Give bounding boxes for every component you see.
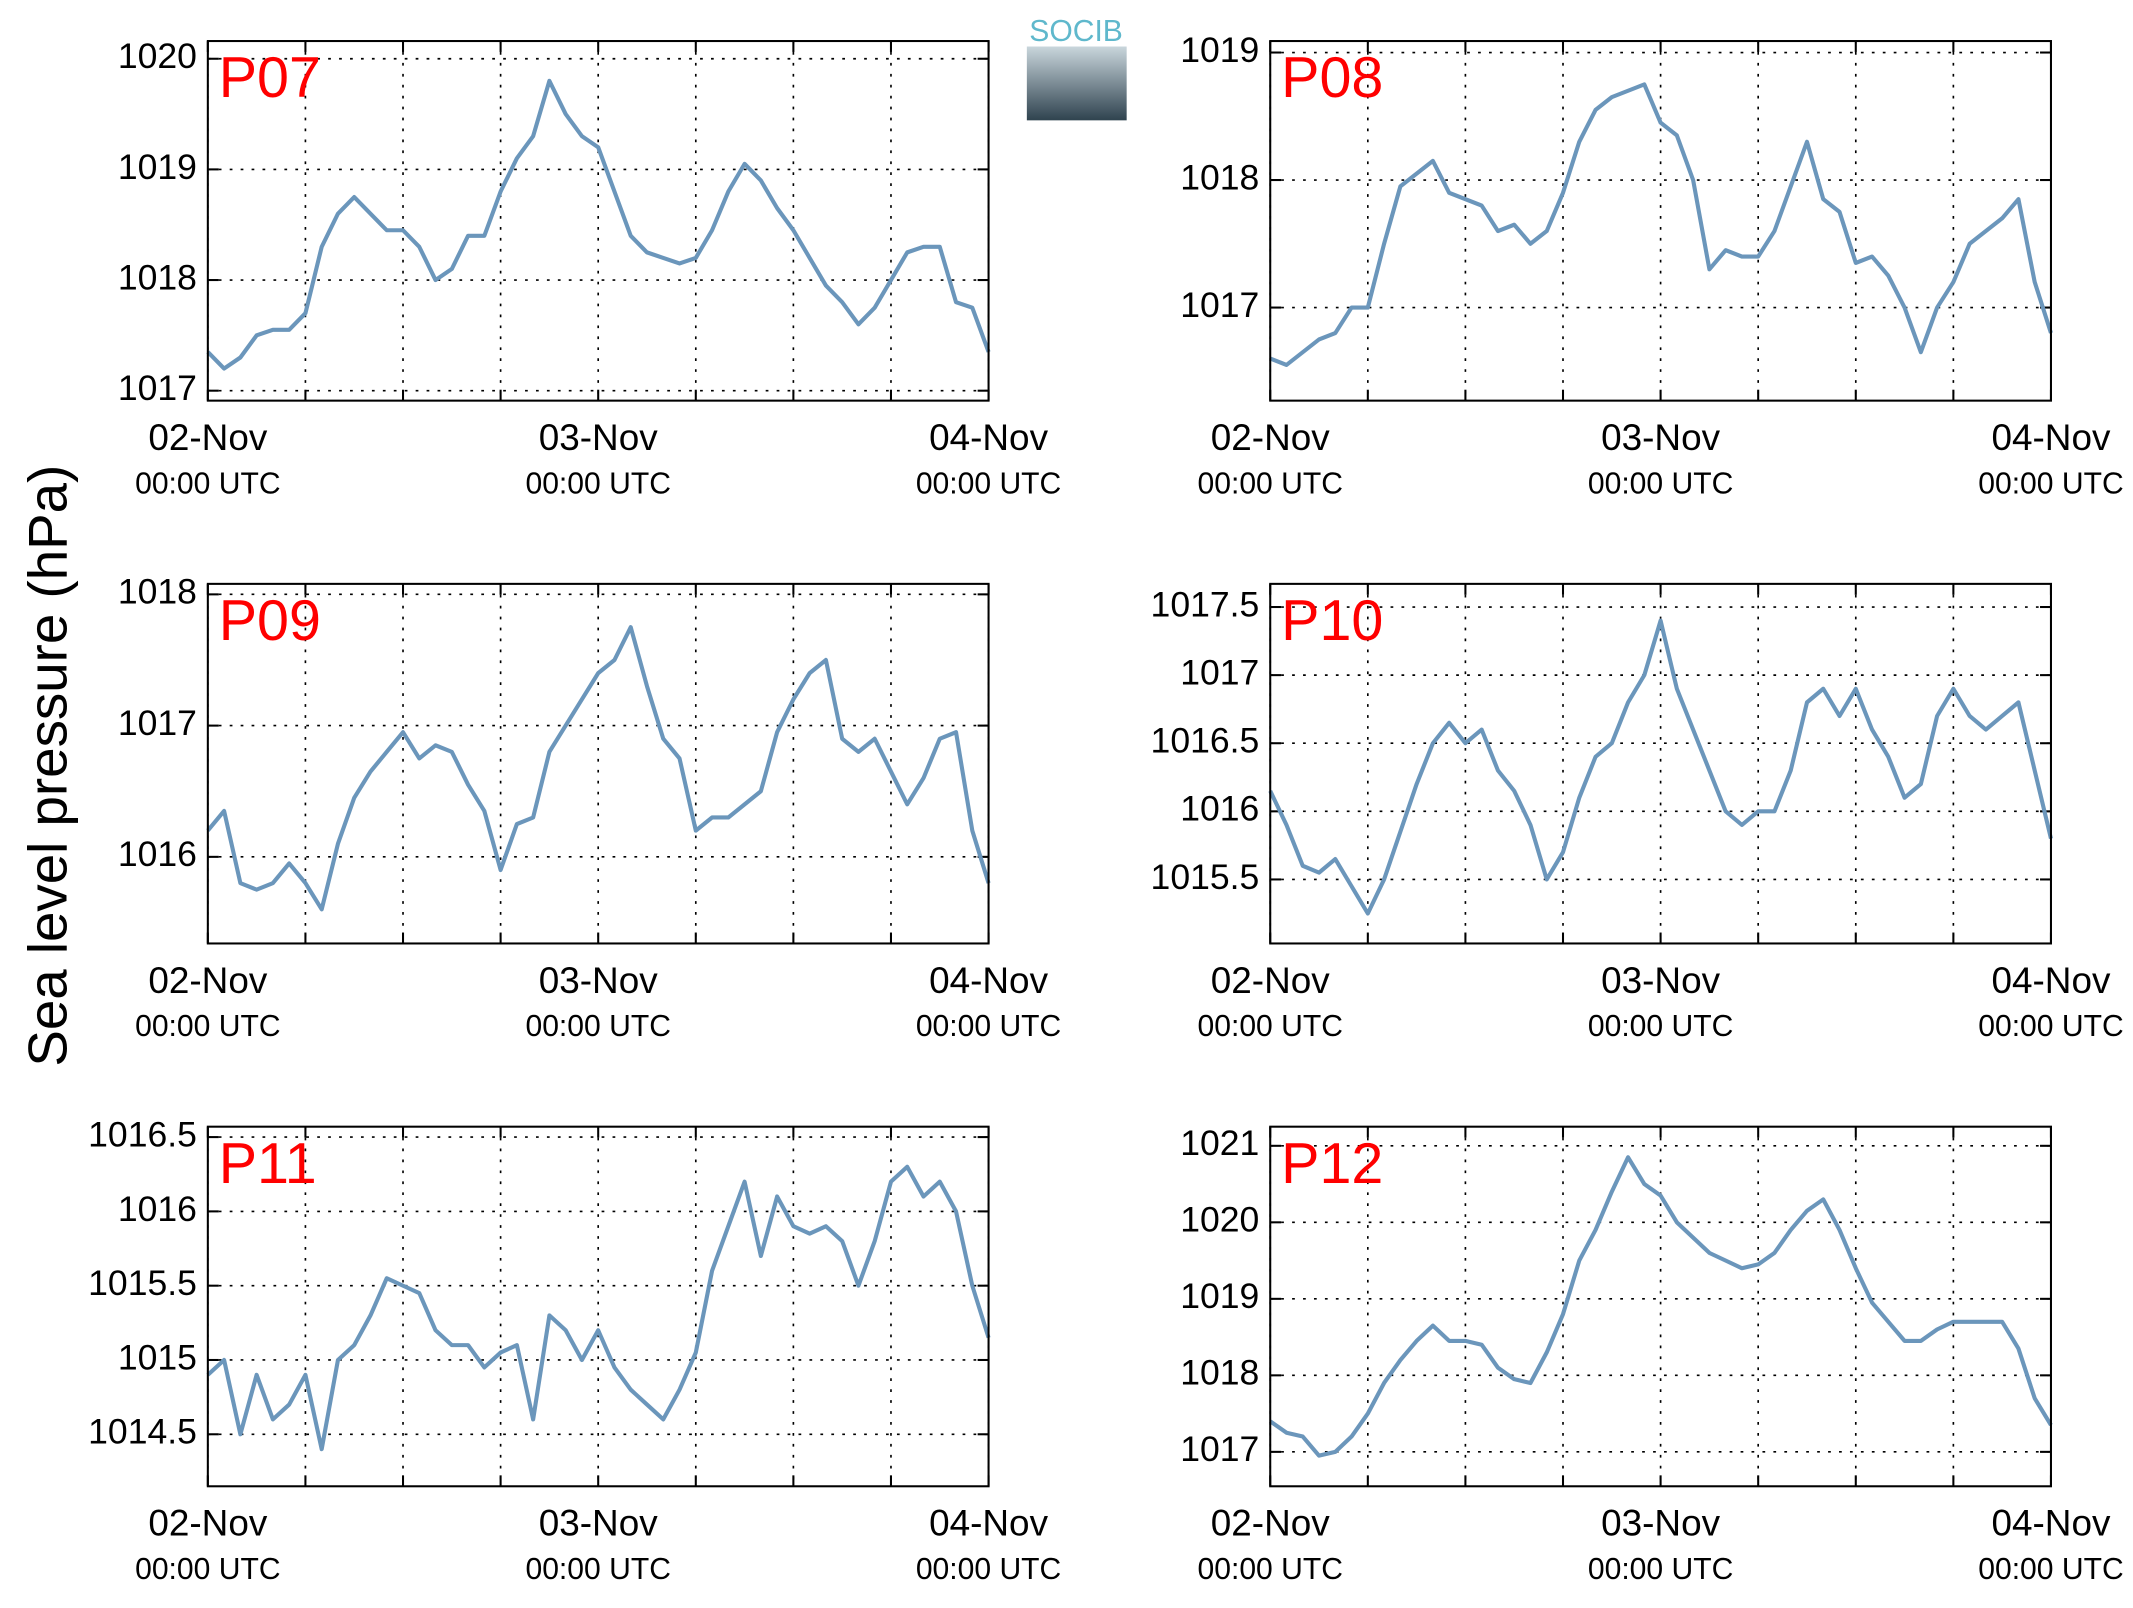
chart-title: P08	[1281, 46, 1383, 110]
x-tick-label: 00:00 UTC	[1198, 467, 1343, 500]
x-tick-label: 03-Nov	[1601, 960, 1721, 1001]
y-tick-label: 1015.5	[1151, 857, 1260, 897]
line	[206, 625, 991, 912]
plot-frame	[206, 582, 990, 945]
x-tick-label: 00:00 UTC	[1978, 467, 2123, 500]
x-tick-label: 04-Nov	[929, 960, 1049, 1001]
y-tick-label: 1018	[118, 257, 197, 297]
chart-title: P09	[219, 589, 321, 653]
y-tick-label: 1017	[1180, 1429, 1259, 1469]
x-tick-label: 00:00 UTC	[525, 1010, 670, 1043]
chart-title: P12	[1281, 1132, 1383, 1196]
x-tick-label: 02-Nov	[1211, 960, 1331, 1001]
y-tick-label: 1017.5	[1151, 584, 1260, 624]
x-tick-label: 02-Nov	[148, 417, 268, 458]
plot-frame	[1269, 582, 2052, 945]
x-tick-label: 03-Nov	[539, 417, 659, 458]
line	[1268, 618, 2053, 916]
x-tick-label: 00:00 UTC	[916, 1010, 1061, 1043]
y-tick-label: 1020	[118, 36, 197, 76]
x-tick-label: 04-Nov	[929, 1503, 1049, 1544]
logo-mark	[1026, 46, 1127, 121]
x-tick-label: 00:00 UTC	[1588, 1010, 1733, 1043]
plot-frame	[1269, 1125, 2052, 1488]
plot-frame	[1269, 40, 2052, 402]
x-tick-label: 04-Nov	[1991, 417, 2111, 458]
x-tick-label: 00:00 UTC	[1978, 1010, 2123, 1043]
x-tick-label: 03-Nov	[1601, 417, 1721, 458]
y-tick-label: 1014.5	[88, 1412, 197, 1452]
x-tick-label: 03-Nov	[539, 1503, 659, 1544]
y-tick-label: 1017	[1180, 285, 1259, 325]
y-tick-label: 1019	[1180, 1276, 1259, 1316]
y-axis-label: Sea level pressure (hPa)	[16, 465, 78, 1067]
y-tick-label: 1019	[1180, 30, 1259, 70]
y-tick-label: 1018	[1180, 157, 1259, 197]
x-tick-label: 00:00 UTC	[135, 1553, 280, 1586]
logo: SOCIB	[1029, 15, 1123, 48]
line	[206, 1164, 991, 1452]
plot-frame	[206, 40, 990, 402]
line	[206, 78, 991, 371]
x-tick-label: 02-Nov	[148, 960, 268, 1001]
x-tick-label: 00:00 UTC	[1978, 1553, 2123, 1586]
x-tick-label: 04-Nov	[929, 417, 1049, 458]
y-tick-label: 1015	[118, 1337, 197, 1377]
y-tick-label: 1016	[118, 1189, 197, 1229]
x-tick-label: 00:00 UTC	[1198, 1553, 1343, 1586]
x-tick-label: 03-Nov	[539, 960, 659, 1001]
y-tick-label: 1015.5	[88, 1263, 197, 1303]
x-tick-label: 00:00 UTC	[916, 467, 1061, 500]
x-tick-label: 00:00 UTC	[1198, 1010, 1343, 1043]
y-tick-label: 1021	[1180, 1123, 1259, 1163]
x-tick-label: 00:00 UTC	[525, 1553, 670, 1586]
y-tick-label: 1020	[1180, 1200, 1259, 1240]
y-tick-label: 1016.5	[88, 1114, 197, 1154]
y-tick-label: 1016	[1180, 789, 1259, 829]
y-tick-label: 1019	[118, 147, 197, 187]
x-tick-label: 03-Nov	[1601, 1503, 1721, 1544]
y-tick-label: 1018	[1180, 1353, 1259, 1393]
x-tick-label: 00:00 UTC	[135, 467, 280, 500]
x-tick-label: 00:00 UTC	[135, 1010, 280, 1043]
x-tick-label: 04-Nov	[1991, 960, 2111, 1001]
x-tick-label: 02-Nov	[1211, 417, 1331, 458]
x-tick-label: 00:00 UTC	[525, 467, 670, 500]
x-tick-label: 00:00 UTC	[1588, 467, 1733, 500]
x-tick-label: 04-Nov	[1991, 1503, 2111, 1544]
y-tick-label: 1017	[118, 368, 197, 408]
y-tick-label: 1017	[118, 703, 197, 743]
chart-title: P07	[219, 46, 321, 110]
plot-frame	[206, 1125, 990, 1488]
chart-title: P11	[219, 1132, 317, 1196]
line	[1269, 1155, 2053, 1458]
y-tick-label: 1017	[1180, 653, 1259, 693]
x-tick-label: 02-Nov	[148, 1503, 268, 1544]
x-tick-label: 02-Nov	[1211, 1503, 1331, 1544]
y-tick-label: 1016	[118, 834, 197, 874]
chart-title: P10	[1281, 589, 1383, 653]
line	[1269, 82, 2053, 367]
y-tick-label: 1016.5	[1151, 721, 1260, 761]
x-tick-label: 00:00 UTC	[916, 1553, 1061, 1586]
x-tick-label: 00:00 UTC	[1588, 1553, 1733, 1586]
y-tick-label: 1018	[118, 572, 197, 612]
